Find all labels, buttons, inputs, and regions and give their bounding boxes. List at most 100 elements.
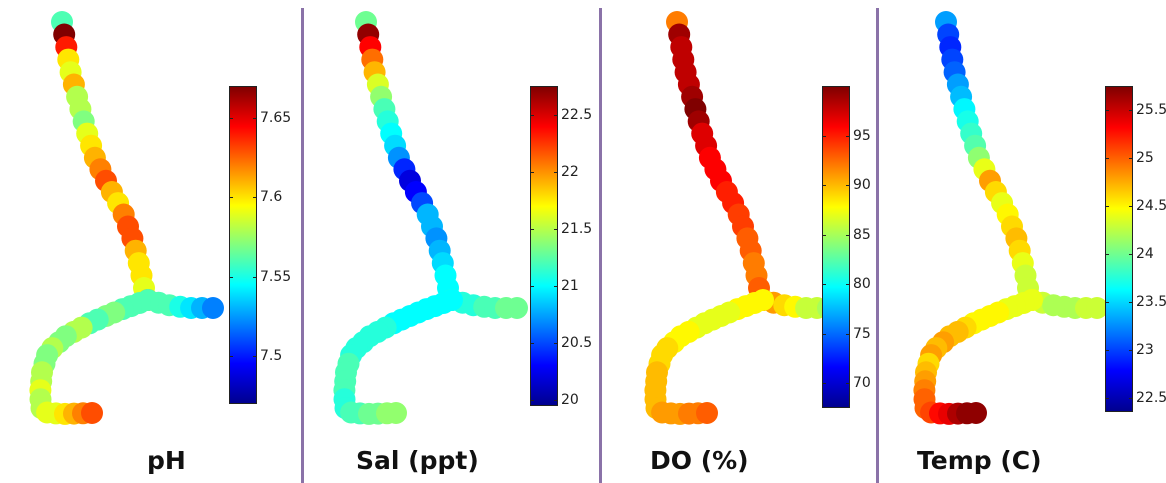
colorbar-tick bbox=[554, 343, 558, 345]
transect-south bbox=[29, 289, 159, 425]
colorbar-tick bbox=[554, 171, 558, 173]
colorbar-tick-label: 7.5 bbox=[260, 348, 283, 365]
sample-point bbox=[506, 297, 528, 319]
salinity-title: Sal (ppt) bbox=[356, 446, 479, 475]
colorbar-tick bbox=[229, 197, 233, 199]
colorbar-tick bbox=[554, 400, 558, 402]
colorbar-tick bbox=[1129, 157, 1133, 159]
colorbar-tick-label: 70 bbox=[853, 375, 871, 392]
colorbar-tick bbox=[530, 171, 534, 173]
transect-main bbox=[51, 11, 159, 311]
transect-south bbox=[333, 289, 463, 425]
colorbar-tick-label: 23.5 bbox=[1136, 293, 1166, 310]
colorbar-tick bbox=[554, 228, 558, 230]
transect-main bbox=[666, 11, 774, 311]
colorbar-tick bbox=[530, 114, 534, 116]
colorbar-tick bbox=[1129, 205, 1133, 207]
colorbar-tick bbox=[1105, 301, 1109, 303]
colorbar-tick-label: 24 bbox=[1136, 245, 1154, 262]
colorbar-tick-label: 75 bbox=[853, 325, 871, 342]
colorbar-tick bbox=[822, 333, 826, 335]
colorbar-tick bbox=[846, 185, 850, 187]
colorbar-tick bbox=[530, 228, 534, 230]
colorbar-tick bbox=[1105, 157, 1109, 159]
colorbar-tick bbox=[1105, 110, 1109, 111]
colorbar-tick-label: 22 bbox=[561, 163, 579, 180]
colorbar-tick-label: 85 bbox=[853, 226, 871, 243]
colorbar-tick bbox=[1129, 397, 1133, 399]
colorbar-tick-label: 80 bbox=[853, 276, 871, 293]
colorbar-tick bbox=[822, 185, 826, 187]
colorbar-tick bbox=[1105, 349, 1109, 351]
colorbar-tick bbox=[554, 286, 558, 287]
sample-point bbox=[385, 402, 407, 424]
colorbar-tick bbox=[846, 333, 850, 335]
colorbar-tick bbox=[1129, 349, 1133, 351]
colorbar-tick-label: 23 bbox=[1136, 341, 1154, 358]
panel-divider-2 bbox=[599, 8, 602, 483]
panel-do: 70 75 80 85 90 95 DO (%) bbox=[602, 0, 875, 483]
colorbar-tick-label: 95 bbox=[853, 127, 871, 144]
panel-ph: 7.5 7.55 7.6 7.65 pH bbox=[0, 0, 300, 483]
transect-main bbox=[355, 11, 463, 311]
colorbar-tick bbox=[530, 286, 534, 287]
transect-main bbox=[935, 11, 1043, 311]
ph-map bbox=[29, 11, 224, 425]
colorbar-tick-label: 21 bbox=[561, 278, 579, 294]
colorbar-tick bbox=[822, 284, 826, 286]
colorbar-tick-label: 25 bbox=[1136, 149, 1154, 166]
colorbar-tick-label: 24.5 bbox=[1136, 197, 1166, 214]
colorbar-tick-label: 7.55 bbox=[260, 268, 292, 285]
colorbar-tick bbox=[846, 383, 850, 385]
panel-divider-3 bbox=[876, 8, 879, 483]
sample-point bbox=[696, 402, 718, 424]
colorbar-gradient bbox=[1105, 86, 1133, 412]
colorbar-tick bbox=[846, 234, 850, 236]
colorbar-tick bbox=[253, 356, 257, 358]
colorbar-tick bbox=[846, 135, 850, 137]
salinity-map bbox=[333, 11, 528, 425]
colorbar-tick bbox=[1105, 253, 1109, 255]
colorbar-tick bbox=[1105, 205, 1109, 207]
colorbar-tick bbox=[822, 135, 826, 137]
colorbar-tick bbox=[253, 117, 257, 119]
colorbar-tick-label: 7.65 bbox=[260, 109, 292, 126]
ph-title: pH bbox=[147, 446, 186, 475]
colorbar-tick bbox=[1129, 301, 1133, 303]
colorbar-gradient bbox=[822, 86, 850, 408]
colorbar-tick bbox=[1129, 110, 1133, 111]
sample-point bbox=[202, 297, 224, 319]
colorbar-tick bbox=[530, 343, 534, 345]
sample-point bbox=[81, 402, 103, 424]
colorbar-tick bbox=[253, 276, 257, 278]
temp-map bbox=[913, 11, 1108, 425]
transect-south bbox=[644, 289, 774, 425]
colorbar-tick-label: 7.6 bbox=[260, 189, 283, 206]
colorbar-tick bbox=[530, 400, 534, 402]
colorbar-tick bbox=[229, 117, 233, 119]
colorbar-tick bbox=[554, 114, 558, 116]
transect-east bbox=[1021, 289, 1108, 319]
colorbar-tick bbox=[253, 197, 257, 199]
colorbar-tick-label: 90 bbox=[853, 177, 871, 194]
colorbar-tick bbox=[822, 383, 826, 385]
panel-salinity: 20 20.5 21 21.5 22 22.5 Sal (ppt) bbox=[304, 0, 598, 483]
colorbar-gradient bbox=[229, 86, 257, 404]
colorbar-tick bbox=[229, 276, 233, 278]
colorbar-tick-label: 22.5 bbox=[561, 106, 593, 123]
panel-divider-1 bbox=[301, 8, 304, 483]
colorbar-tick-label: 25.5 bbox=[1136, 102, 1166, 118]
temp-title: Temp (C) bbox=[917, 446, 1042, 475]
colorbar-tick bbox=[1129, 253, 1133, 255]
colorbar-tick bbox=[846, 284, 850, 286]
sample-point bbox=[1086, 297, 1108, 319]
sample-point bbox=[965, 402, 987, 424]
do-title: DO (%) bbox=[650, 446, 749, 475]
colorbar-tick bbox=[1105, 397, 1109, 399]
colorbar-tick bbox=[229, 356, 233, 358]
colorbar-tick bbox=[822, 234, 826, 236]
colorbar-tick-label: 20 bbox=[561, 392, 579, 409]
colorbar-tick-label: 22.5 bbox=[1136, 389, 1166, 406]
panel-temp: 22.5 23 23.5 24 24.5 25 25.5 Temp (C) bbox=[879, 0, 1166, 483]
